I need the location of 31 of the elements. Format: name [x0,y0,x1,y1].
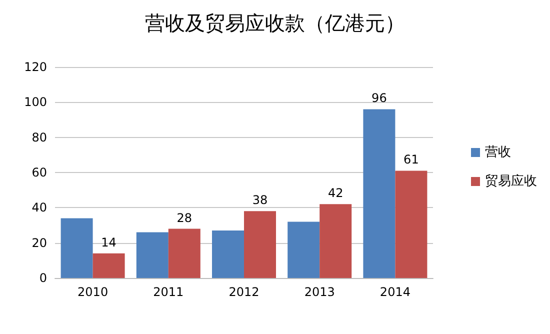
chart-title: 营收及贸易应收款（亿港元） [145,11,405,35]
x-tick-label: 2014 [380,285,410,299]
bar [168,228,200,278]
y-tick-label: 120 [24,60,47,74]
bar [92,253,125,278]
data-label: 96 [372,91,387,106]
bar [212,230,244,278]
x-tick-label: 2011 [153,285,184,299]
bar [60,218,93,278]
y-tick-label: 40 [32,200,47,215]
y-tick-label: 100 [24,95,47,110]
x-tick-label: 2012 [228,285,260,299]
bar [320,204,352,278]
bar [244,211,276,278]
data-label: 38 [252,193,268,208]
x-tick-label: 2010 [78,285,108,299]
y-tick-label: 0 [39,271,47,285]
x-tick-label: 2013 [304,285,335,299]
bar [395,170,428,278]
data-label: 61 [404,152,419,167]
y-tick-label: 20 [32,236,47,250]
bar [363,109,396,278]
legend-label: 营收 [485,145,511,160]
y-tick-label: 80 [32,130,47,144]
bar [136,232,168,278]
data-label: 28 [176,210,192,225]
data-label: 42 [328,186,344,200]
legend-label: 贸易应收 [485,173,537,189]
bar [288,222,320,278]
y-tick-label: 60 [32,166,47,180]
data-label: 14 [101,235,116,250]
